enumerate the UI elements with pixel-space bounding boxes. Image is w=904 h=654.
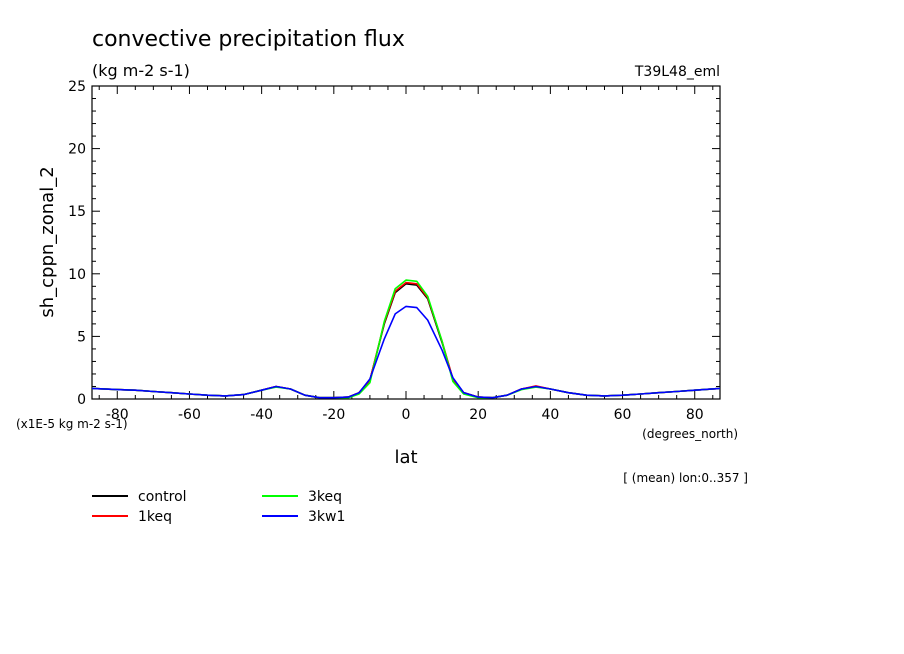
y-tick-label: 20	[68, 142, 86, 158]
model-label: T39L48_eml	[634, 64, 720, 80]
x-tick-label: 80	[686, 407, 704, 423]
legend-label-control: control	[138, 489, 187, 505]
y-tick-label: 10	[68, 267, 86, 283]
x-tick-label: -40	[250, 407, 273, 423]
legend-label-3kw1: 3kw1	[308, 509, 345, 525]
chart-title: convective precipitation flux	[92, 27, 405, 52]
legend-label-3keq: 3keq	[308, 489, 342, 505]
chart-subtitle: (kg m-2 s-1)	[92, 61, 190, 80]
y-axis: 0 5 10 15 20 25	[68, 79, 720, 408]
series-line-control	[91, 282, 721, 399]
series-line-1keq	[91, 281, 721, 399]
x-units-label: (degrees_north)	[642, 427, 738, 441]
y-tick-label: 0	[77, 392, 86, 408]
y-tick-label: 15	[68, 204, 86, 220]
series-line-3keq	[91, 279, 721, 399]
legend-label-1keq: 1keq	[138, 509, 172, 525]
x-tick-label: -20	[322, 407, 345, 423]
footnote: [ (mean) lon:0..357 ]	[623, 471, 748, 485]
x-tick-label: -60	[178, 407, 201, 423]
plot-frame	[91, 85, 721, 400]
y-axis-label: sh_cppn_zonal_2	[37, 166, 58, 317]
series-lines	[91, 279, 721, 399]
x-tick-label: 0	[402, 407, 411, 423]
x-axis: -80 -60 -40 -20 0 20 40 60 80	[98, 86, 714, 423]
y-scale-note: (x1E-5 kg m-2 s-1)	[16, 417, 128, 431]
y-tick-label: 25	[68, 79, 86, 95]
x-tick-label: 20	[469, 407, 487, 423]
x-axis-label: lat	[394, 447, 417, 468]
x-tick-label: -80	[106, 407, 129, 423]
legend: control 1keq 3keq 3kw1	[92, 489, 345, 525]
series-line-3kw1	[91, 305, 721, 399]
y-tick-label: 5	[77, 329, 86, 345]
x-tick-label: 60	[614, 407, 632, 423]
x-tick-label: 40	[541, 407, 559, 423]
